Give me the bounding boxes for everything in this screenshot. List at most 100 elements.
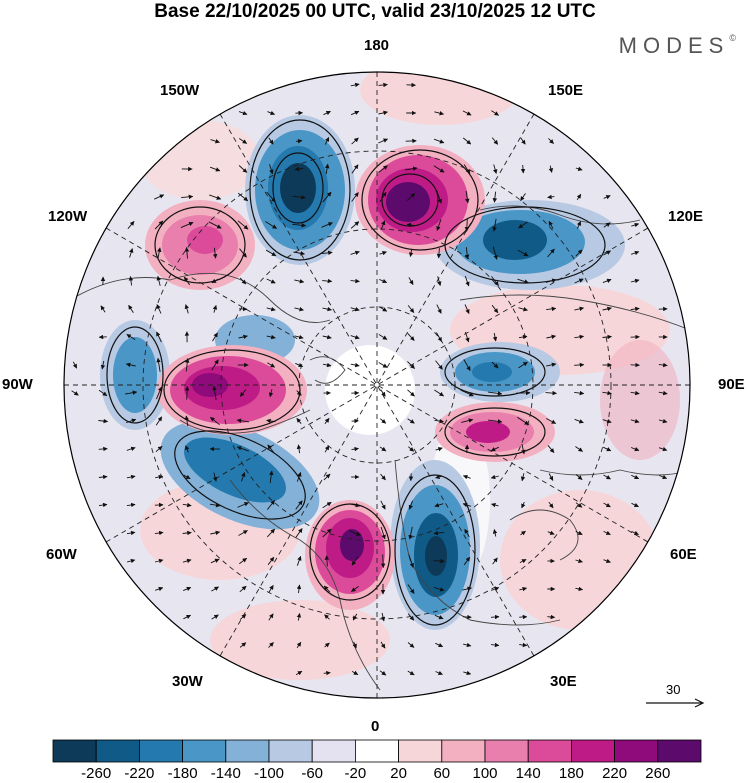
wind-arrow — [436, 304, 442, 314]
wind-arrow — [434, 614, 444, 620]
colorbar-tick-label: 20 — [390, 765, 407, 782]
low-southwest — [160, 420, 320, 530]
wind-arrow — [238, 530, 248, 536]
wind-arrow — [269, 470, 274, 484]
colorbar-swatch — [182, 739, 227, 763]
wind-arrow — [463, 359, 471, 371]
vector-scale: 30 — [644, 682, 706, 722]
wind-arrow — [322, 362, 332, 368]
wind-arrow — [574, 418, 584, 424]
wind-arrow — [548, 138, 554, 144]
wind-arrow — [462, 586, 472, 592]
wind-arrow — [185, 445, 190, 453]
colorbar-swatch — [571, 739, 616, 763]
wind-arrow — [462, 642, 472, 648]
wind-arrow — [238, 110, 248, 116]
wind-arrow — [324, 163, 330, 174]
wind-arrow — [406, 222, 416, 228]
wind-arrow — [184, 385, 190, 400]
wind-arrow — [126, 530, 136, 536]
wind-arrow — [603, 474, 611, 480]
wind-arrow — [575, 530, 583, 536]
wind-arrow — [518, 221, 528, 229]
wind-arrow — [546, 306, 557, 312]
wind-arrow — [492, 332, 498, 342]
wind-arrow — [520, 530, 526, 536]
wind-arrow — [321, 250, 333, 256]
wind-arrow — [321, 222, 333, 228]
wind-arrow — [156, 304, 162, 314]
wind-arrow — [350, 278, 360, 284]
wind-arrow — [209, 166, 221, 172]
wind-arrow — [435, 474, 443, 480]
wind-arrow — [294, 334, 304, 340]
wind-arrow — [380, 641, 386, 649]
wind-arrow — [492, 557, 498, 565]
wind-arrow — [518, 307, 528, 312]
anomaly-field — [64, 72, 690, 698]
wind-arrow — [351, 446, 359, 452]
wind-arrow — [379, 670, 387, 676]
coastlines — [69, 205, 690, 691]
wind-arrow — [265, 249, 277, 257]
wind-arrow — [239, 557, 248, 565]
wind-arrow — [296, 417, 302, 424]
wind-arrow — [434, 502, 444, 508]
wind-arrow — [126, 334, 136, 340]
wind-arrow — [269, 164, 274, 175]
wind-arrow — [266, 418, 276, 424]
wind-arrow — [407, 584, 415, 594]
wind-arrow — [404, 166, 418, 171]
wind-arrow — [349, 530, 362, 536]
wind-arrow — [212, 385, 217, 400]
wind-arrow — [406, 193, 416, 201]
wind-arrow — [492, 246, 498, 260]
wind-arrow — [294, 279, 305, 284]
wind-arrow — [547, 614, 556, 620]
wind-arrow — [154, 530, 164, 536]
wind-arrow — [491, 586, 500, 592]
wind-arrow — [545, 278, 557, 283]
wind-arrow — [464, 275, 470, 287]
wind-arrow — [350, 502, 361, 508]
wind-arrow — [183, 276, 191, 286]
wind-arrow — [295, 670, 303, 676]
wind-arrow — [100, 305, 106, 313]
colorbar-swatch — [441, 739, 486, 763]
wind-arrow — [128, 276, 134, 286]
wind-arrow — [296, 612, 302, 621]
wind-arrow — [239, 138, 248, 144]
wind-arrow — [435, 642, 444, 648]
wind-arrow — [267, 110, 276, 116]
wind-arrow — [462, 137, 472, 145]
wind-arrow — [436, 190, 442, 204]
wind-arrow — [436, 248, 442, 259]
wind-arrow — [209, 194, 222, 200]
colorbar-tick-label: -20 — [344, 765, 367, 782]
wind-arrow — [183, 614, 192, 620]
wind-arrow — [71, 390, 79, 396]
wind-arrow — [602, 418, 612, 424]
wind-arrow — [575, 166, 583, 171]
lon-label-60e: 60E — [670, 546, 697, 563]
wind-arrow — [295, 528, 303, 538]
modes-logo: MODES© — [619, 33, 736, 59]
wind-arrow — [520, 137, 526, 145]
vector-scale-value: 30 — [666, 682, 681, 697]
wind-arrow — [407, 642, 415, 648]
wind-arrow — [631, 222, 640, 228]
wind-arrow — [408, 277, 414, 285]
wind-arrow — [518, 334, 528, 340]
wind-arrow — [603, 222, 611, 228]
wind-arrow — [603, 250, 611, 256]
colorbar-swatch — [225, 739, 270, 763]
wind-arrow — [574, 306, 585, 312]
wind-arrow — [547, 248, 555, 258]
wind-arrow — [517, 416, 530, 426]
wind-arrow — [324, 136, 330, 145]
wind-arrow — [237, 502, 249, 508]
wind-arrow — [352, 613, 358, 621]
wind-arrow — [630, 446, 640, 452]
wind-arrow — [490, 474, 499, 480]
wind-arrow — [324, 642, 330, 648]
